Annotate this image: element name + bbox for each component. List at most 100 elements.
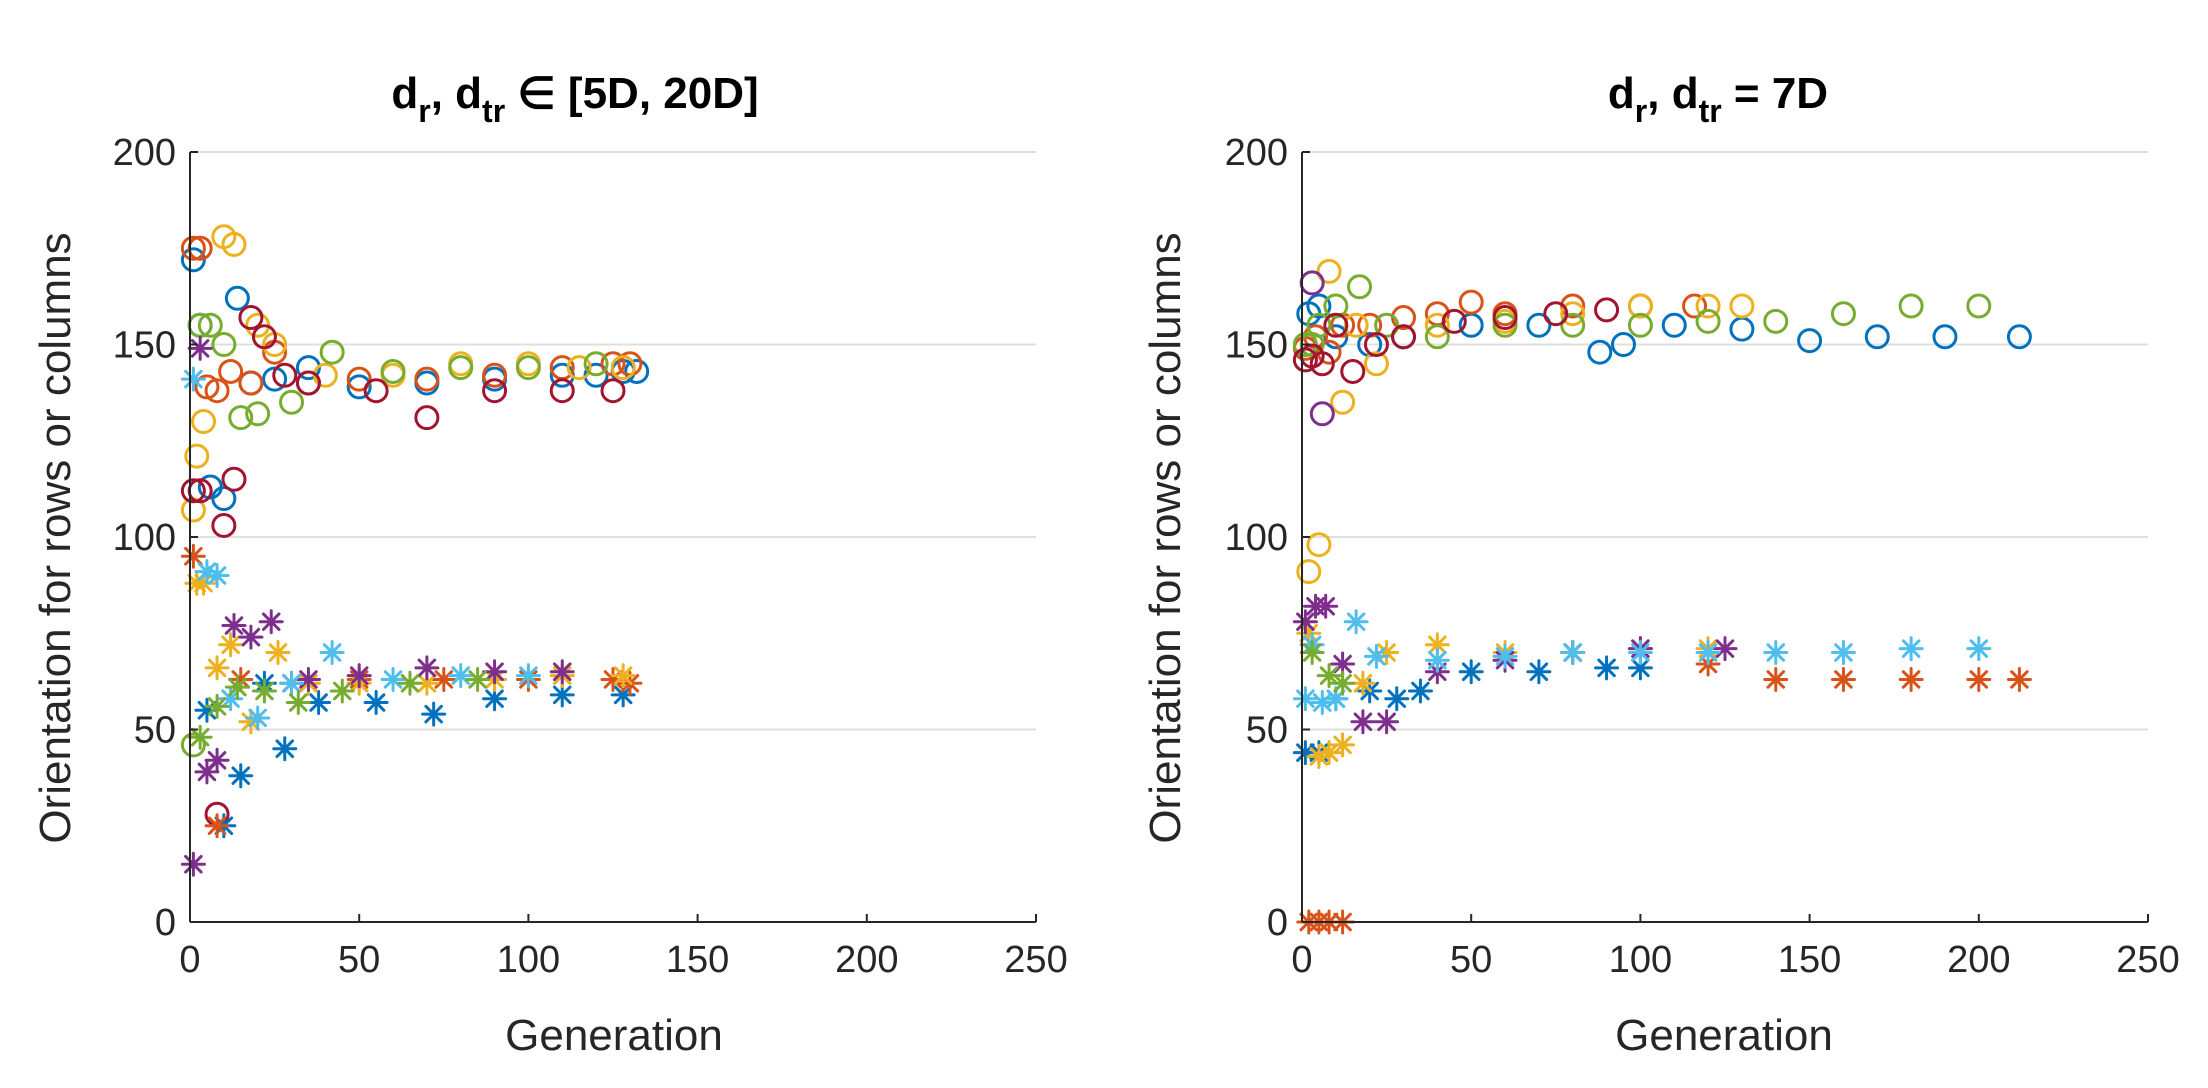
series-left-cols-blue <box>194 670 636 839</box>
y-tick-label-left-2: 100 <box>113 517 176 559</box>
data-point-left-rows-green-0 <box>180 732 206 758</box>
chart-right: 0 50 100 150 200 250 0 50 100 150 200 dr, dtr = 7D… <box>1141 69 2180 1060</box>
data-point-left-rows-blue-8 <box>346 374 372 400</box>
data-point-right-cols-purple-5 <box>1374 709 1400 735</box>
y-tick-label-right-3: 150 <box>1225 325 1288 367</box>
y-tick-label-left-3: 150 <box>113 325 176 367</box>
data-point-left-cols-purple-0 <box>180 851 206 877</box>
data-point-left-rows-green-6 <box>279 389 305 415</box>
ticks-left: 0 50 100 150 200 250 0 50 100 150 200 <box>113 132 1068 981</box>
data-point-right-rows-green-14 <box>1966 293 1992 319</box>
y-tick-label-left-1: 50 <box>134 710 176 752</box>
data-point-left-cols-green-2 <box>224 674 250 700</box>
data-point-left-rows-orange-8 <box>346 366 372 392</box>
data-point-left-rows-green-10 <box>515 355 541 381</box>
data-point-right-rows-yellow-8 <box>1560 301 1586 327</box>
data-point-right-cols-orange-8 <box>1966 666 1992 692</box>
data-point-left-cols-blue-8 <box>482 686 508 712</box>
data-point-left-rows-green-11 <box>583 351 609 377</box>
data-point-left-cols-cyan-9 <box>515 663 541 689</box>
data-point-left-rows-orange-5 <box>238 370 264 396</box>
data-point-right-rows-maroon-6 <box>1391 324 1417 350</box>
data-point-right-cols-orange-7 <box>1898 666 1924 692</box>
data-point-right-cols-purple-4 <box>1350 709 1376 735</box>
data-point-left-rows-yellow-12 <box>610 355 636 381</box>
marks-left <box>180 224 650 877</box>
data-point-left-cols-purple-1 <box>187 335 213 361</box>
data-point-right-rows-yellow-9 <box>1627 293 1653 319</box>
data-point-right-rows-orange-11 <box>1682 293 1708 319</box>
data-point-left-cols-yellow-3 <box>218 632 244 658</box>
data-point-left-rows-maroon-11 <box>482 378 508 404</box>
data-point-left-cols-cyan-6 <box>319 640 345 665</box>
data-point-right-rows-green-7 <box>1492 312 1518 338</box>
data-point-right-rows-maroon-9 <box>1543 301 1569 327</box>
data-point-right-cols-cyan-4 <box>1343 609 1369 635</box>
data-point-left-rows-maroon-5 <box>238 305 264 331</box>
series-left-cols-purple <box>180 335 575 877</box>
data-point-left-rows-green-7 <box>319 339 345 365</box>
data-point-left-cols-yellow-5 <box>265 640 291 665</box>
data-point-left-cols-blue-10 <box>610 682 636 708</box>
data-point-right-rows-blue-12 <box>1864 324 1890 350</box>
data-point-left-cols-cyan-2 <box>204 563 230 588</box>
data-point-left-cols-purple-8 <box>346 663 372 689</box>
data-point-left-cols-green-5 <box>329 678 355 704</box>
data-point-right-rows-green-3 <box>1323 293 1349 319</box>
y-tick-label-left-4: 200 <box>113 132 176 174</box>
data-point-left-rows-orange-0 <box>180 235 206 261</box>
y-tick-label-left-0: 0 <box>155 902 176 944</box>
data-point-left-cols-purple-3 <box>204 747 230 773</box>
data-point-right-cols-blue-6 <box>1458 659 1484 685</box>
data-point-right-cols-cyan-10 <box>1695 640 1721 665</box>
x-tick-label-right-2: 100 <box>1609 939 1672 981</box>
data-point-left-rows-maroon-10 <box>414 405 440 431</box>
data-point-left-rows-maroon-3 <box>211 512 237 538</box>
data-point-right-rows-blue-9 <box>1661 312 1687 338</box>
data-point-left-rows-blue-4 <box>224 285 250 311</box>
series-right-rows-maroon <box>1292 297 1620 384</box>
data-point-left-rows-maroon-0 <box>180 478 206 504</box>
series-left-rows-maroon <box>180 305 626 827</box>
data-point-left-cols-purple-10 <box>482 659 508 685</box>
data-point-right-rows-green-6 <box>1424 324 1450 350</box>
chart-left-ylabel: Orientation for rows or columns <box>31 232 80 843</box>
data-point-right-cols-cyan-13 <box>1898 636 1924 662</box>
data-point-left-cols-green-7 <box>465 666 491 692</box>
data-point-left-cols-green-4 <box>285 690 311 716</box>
data-point-right-rows-yellow-0 <box>1296 559 1322 585</box>
data-point-right-rows-maroon-8 <box>1492 305 1518 331</box>
data-point-right-rows-green-12 <box>1830 301 1856 327</box>
series-right-rows-yellow <box>1296 258 1755 585</box>
data-point-left-cols-cyan-4 <box>245 705 271 731</box>
data-point-left-rows-yellow-1 <box>184 443 210 469</box>
data-point-right-rows-blue-1 <box>1306 293 1332 319</box>
y-tick-label-right-2: 100 <box>1225 517 1288 559</box>
data-point-right-rows-yellow-10 <box>1695 293 1721 319</box>
data-point-left-rows-orange-4 <box>218 358 244 384</box>
data-point-right-cols-cyan-8 <box>1560 640 1586 665</box>
data-point-left-cols-purple-9 <box>414 655 440 681</box>
series-left-cols-green <box>187 666 491 750</box>
data-point-left-cols-purple-6 <box>258 609 284 635</box>
data-point-left-cols-purple-11 <box>549 659 575 685</box>
data-point-right-cols-purple-2 <box>1313 593 1339 619</box>
data-point-left-rows-green-9 <box>448 355 474 381</box>
data-point-left-rows-blue-14 <box>624 358 650 384</box>
chart-left-xlabel: Generation <box>505 1011 723 1060</box>
data-point-right-rows-yellow-1 <box>1306 532 1332 558</box>
data-point-right-cols-orange-5 <box>1763 666 1789 692</box>
data-point-left-rows-orange-10 <box>482 362 508 388</box>
data-point-left-cols-blue-4 <box>272 736 298 762</box>
data-point-left-cols-green-1 <box>204 693 230 719</box>
ticks-right: 0 50 100 150 200 250 0 50 100 150 200 <box>1225 132 2180 981</box>
data-point-right-cols-blue-4 <box>1384 686 1410 712</box>
data-point-left-cols-cyan-5 <box>279 670 305 696</box>
data-point-left-rows-maroon-4 <box>221 466 247 492</box>
data-point-left-rows-green-4 <box>228 405 254 431</box>
data-point-left-cols-orange-1 <box>204 813 230 839</box>
data-point-right-rows-yellow-4 <box>1343 312 1369 338</box>
x-tick-label-right-1: 50 <box>1450 939 1492 981</box>
data-point-right-rows-green-9 <box>1627 312 1653 338</box>
data-point-left-rows-maroon-8 <box>295 370 321 396</box>
